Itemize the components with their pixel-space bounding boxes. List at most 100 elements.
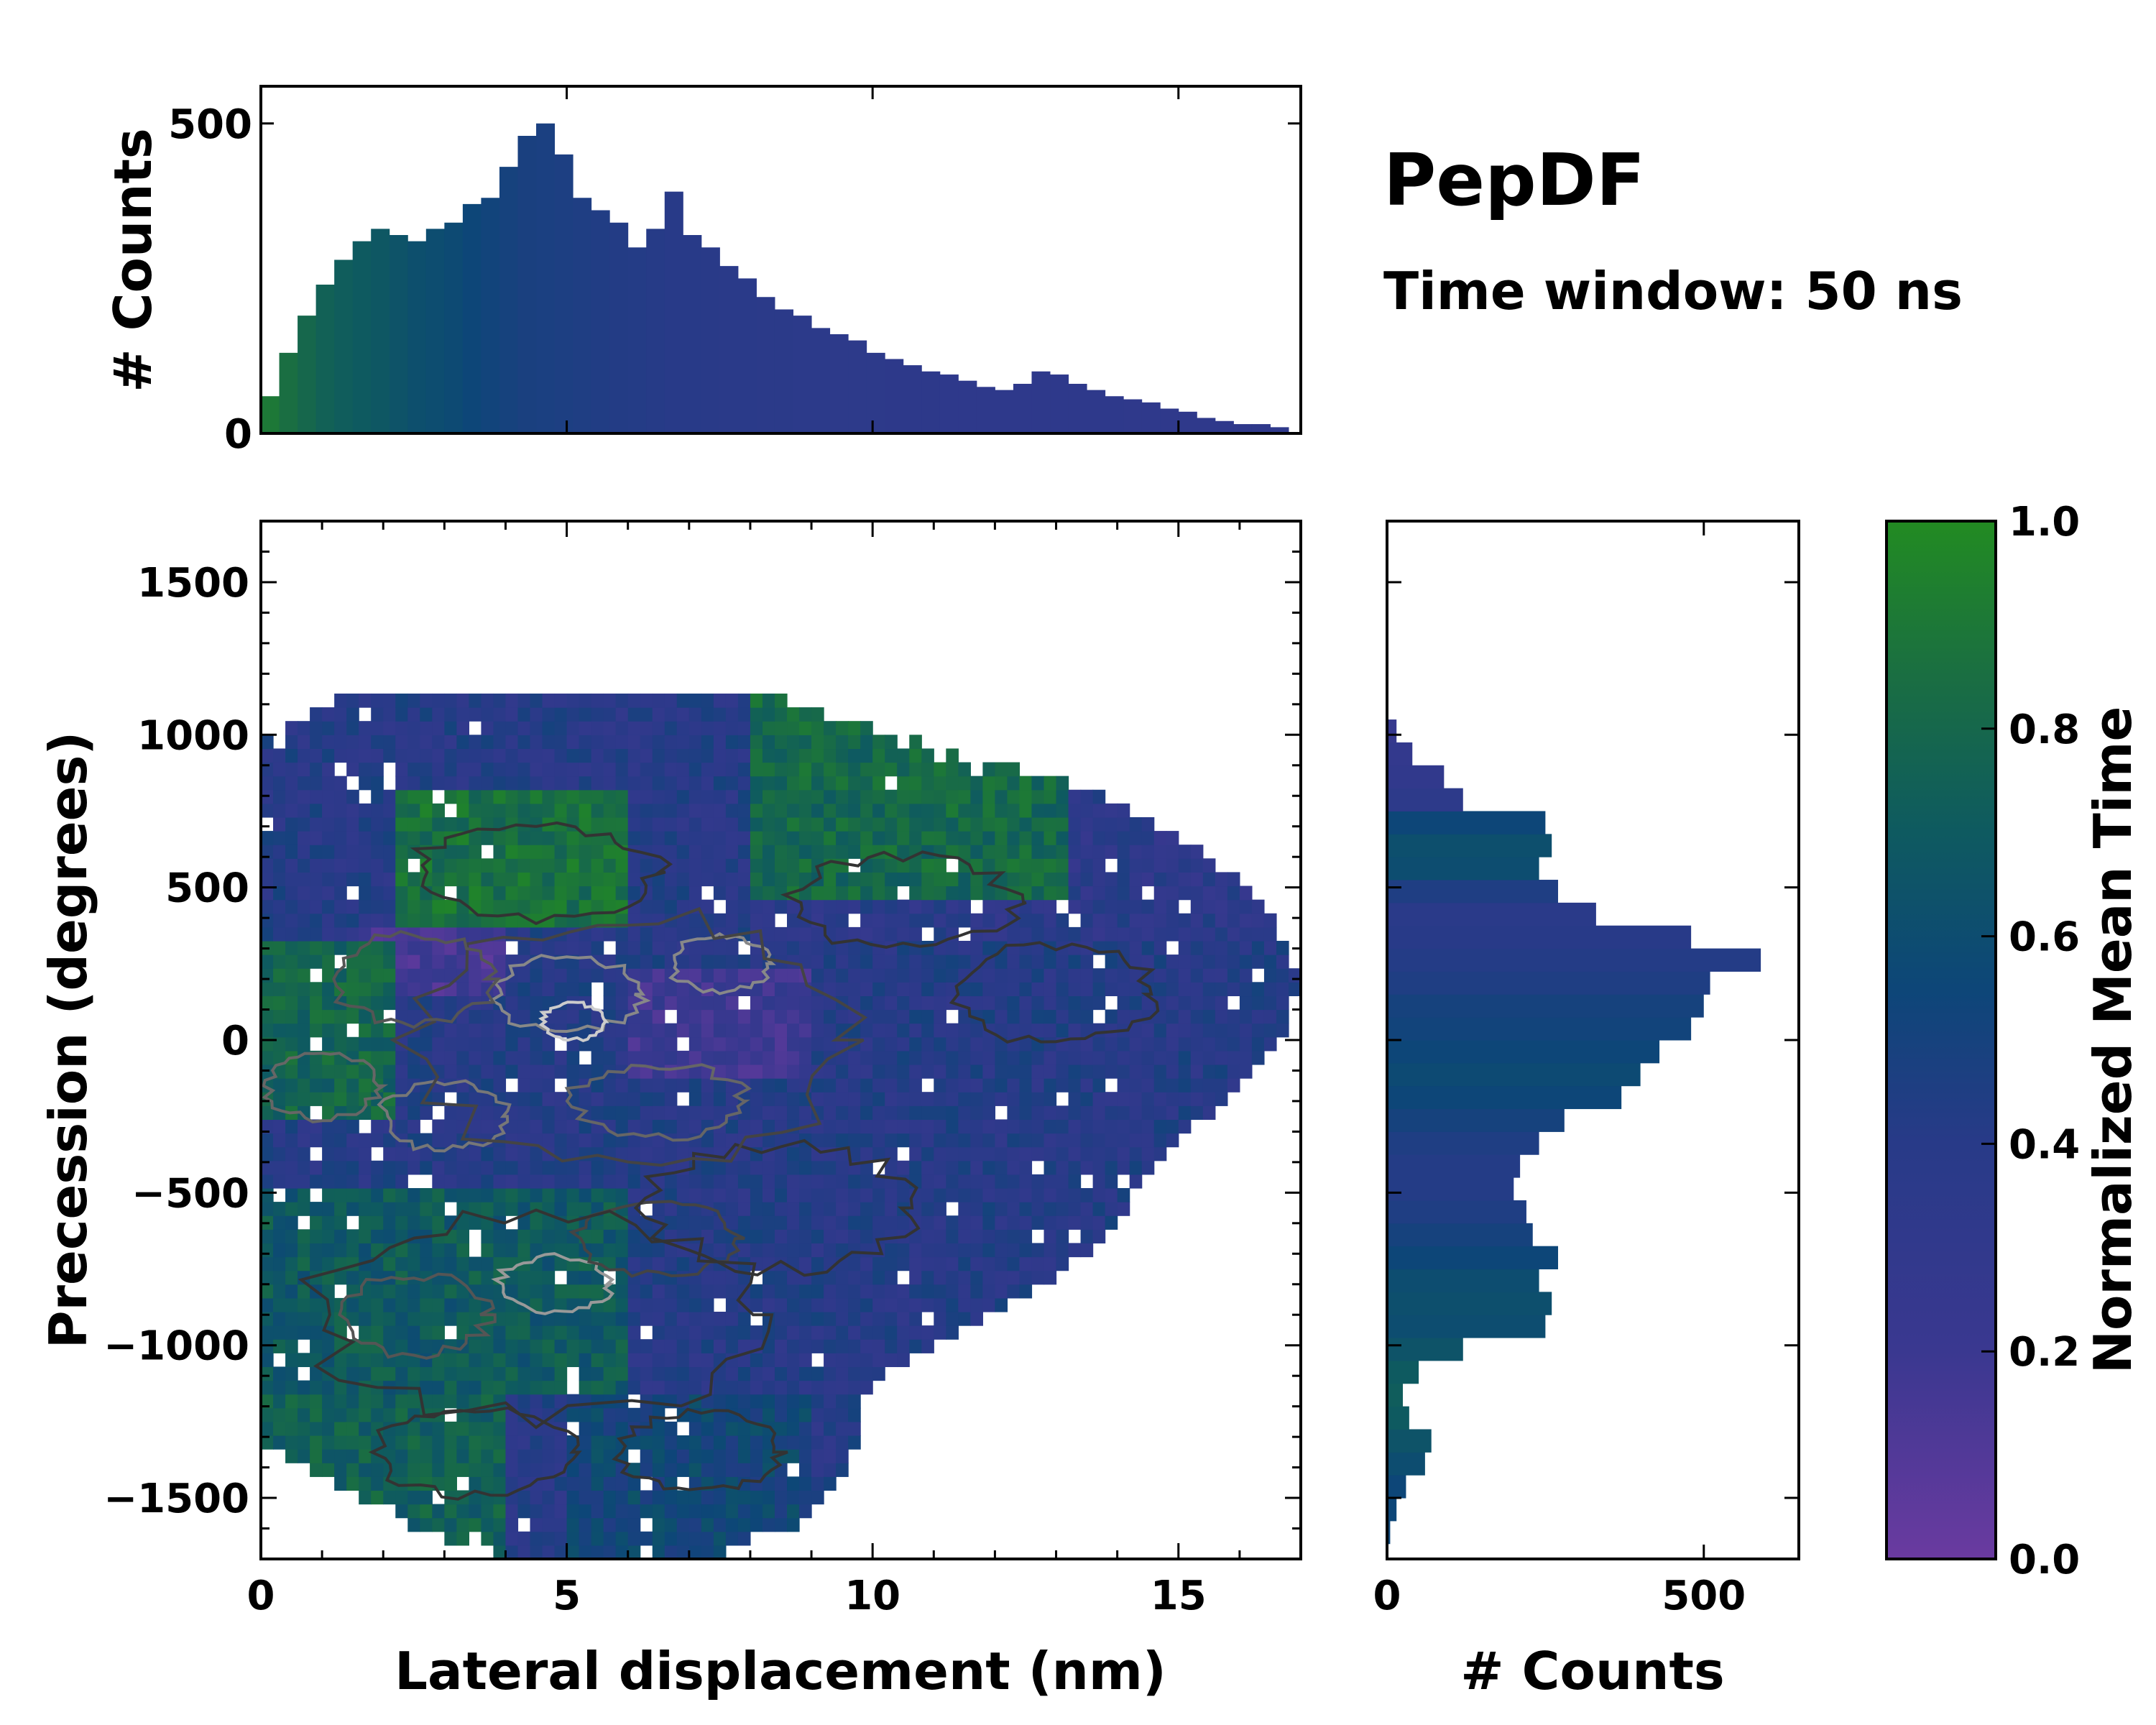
contour-line bbox=[538, 1000, 609, 1043]
heatmap-cell bbox=[1092, 845, 1106, 859]
heatmap-cell bbox=[285, 913, 298, 928]
heatmap-cell bbox=[1105, 1187, 1118, 1202]
heatmap-cell bbox=[481, 1092, 494, 1106]
heatmap-cell bbox=[273, 776, 286, 791]
heatmap-cell bbox=[432, 1421, 445, 1436]
heatmap-cell bbox=[713, 1504, 727, 1519]
heatmap-cell bbox=[934, 1023, 946, 1038]
heatmap-cell bbox=[542, 1407, 556, 1422]
heatmap-cell bbox=[444, 1380, 457, 1395]
heatmap-cell bbox=[285, 858, 298, 873]
heatmap-cell bbox=[420, 762, 433, 777]
heatmap-cell bbox=[762, 1504, 775, 1519]
heatmap-cell bbox=[395, 1202, 408, 1216]
heatmap-cell bbox=[456, 1229, 469, 1244]
heatmap-cell bbox=[530, 1105, 543, 1121]
heatmap-cell bbox=[713, 1174, 727, 1189]
heatmap-cell bbox=[750, 707, 763, 722]
heatmap-cell bbox=[627, 735, 641, 750]
heatmap-cell bbox=[799, 1490, 812, 1505]
heatmap-cell bbox=[554, 1366, 568, 1381]
heatmap-cell bbox=[946, 803, 959, 818]
heatmap-cell bbox=[713, 1009, 727, 1024]
heatmap-cell bbox=[811, 1050, 824, 1065]
heatmap-cell bbox=[579, 1284, 592, 1299]
heatmap-cell bbox=[713, 721, 727, 735]
heatmap-cell bbox=[640, 721, 653, 735]
heatmap-cell bbox=[542, 1325, 556, 1340]
heatmap-cell bbox=[897, 1078, 910, 1092]
top-hist-bar bbox=[848, 340, 867, 433]
heatmap-cell bbox=[420, 789, 433, 804]
heatmap-cell bbox=[334, 1243, 347, 1258]
heatmap-cell bbox=[456, 1297, 469, 1312]
heatmap-cell bbox=[799, 1064, 812, 1079]
heatmap-cell bbox=[725, 1449, 739, 1463]
heatmap-cell bbox=[481, 940, 494, 955]
heatmap-cell bbox=[603, 1187, 617, 1202]
right-hist-bar bbox=[1387, 1315, 1546, 1338]
heatmap-cell bbox=[285, 816, 298, 832]
heatmap-cell bbox=[1202, 872, 1216, 887]
heatmap-cell bbox=[493, 1476, 507, 1491]
heatmap-cell bbox=[383, 1449, 396, 1463]
heatmap-cell bbox=[383, 1407, 396, 1422]
heatmap-cell bbox=[824, 1023, 837, 1038]
heatmap-cell bbox=[676, 968, 690, 983]
heatmap-cell bbox=[664, 1187, 678, 1202]
heatmap-cell bbox=[652, 1092, 665, 1106]
heatmap-cell bbox=[420, 1311, 433, 1326]
heatmap-cell bbox=[762, 858, 775, 873]
heatmap-cell bbox=[836, 1243, 849, 1258]
heatmap-cell bbox=[909, 748, 922, 763]
heatmap-cell bbox=[836, 1353, 849, 1368]
heatmap-cell bbox=[688, 1023, 702, 1038]
heatmap-cell bbox=[603, 789, 617, 804]
heatmap-cell bbox=[481, 762, 494, 777]
main-ytick-label: 0 bbox=[221, 1018, 249, 1064]
heatmap-cell bbox=[1044, 886, 1057, 901]
heatmap-cell bbox=[469, 1504, 482, 1519]
heatmap-cell bbox=[836, 926, 849, 942]
heatmap-cell bbox=[505, 1325, 519, 1340]
heatmap-cell bbox=[652, 1353, 665, 1368]
heatmap-cell bbox=[298, 1407, 310, 1422]
heatmap-cell bbox=[591, 1325, 604, 1340]
heatmap-cell bbox=[1117, 1064, 1130, 1079]
heatmap-cell bbox=[310, 899, 323, 914]
heatmap-cell bbox=[1239, 899, 1253, 914]
top-hist-bar bbox=[462, 203, 482, 433]
heatmap-cell bbox=[995, 845, 1008, 859]
heatmap-cell bbox=[530, 926, 543, 942]
heatmap-cell bbox=[395, 1215, 408, 1230]
heatmap-cell bbox=[481, 748, 494, 763]
heatmap-cell bbox=[469, 1256, 482, 1271]
heatmap-cell bbox=[1007, 954, 1021, 969]
heatmap-cell bbox=[334, 1380, 347, 1395]
heatmap-cell bbox=[383, 1050, 396, 1065]
heatmap-cell bbox=[787, 816, 800, 832]
heatmap-cell bbox=[1178, 1009, 1192, 1024]
heatmap-cell bbox=[493, 1449, 507, 1463]
heatmap-cell bbox=[530, 1229, 543, 1244]
heatmap-cell bbox=[310, 748, 323, 763]
heatmap-cell bbox=[603, 872, 617, 887]
heatmap-cell bbox=[921, 1023, 934, 1038]
heatmap-cell bbox=[725, 1297, 739, 1312]
right-hist-bar bbox=[1387, 1223, 1533, 1247]
heatmap-cell bbox=[1031, 1009, 1045, 1024]
heatmap-cell bbox=[505, 707, 519, 722]
heatmap-cell bbox=[799, 1449, 812, 1463]
heatmap-cell bbox=[298, 940, 310, 955]
heatmap-cell bbox=[542, 1064, 556, 1079]
heatmap-cell bbox=[322, 872, 335, 887]
heatmap-cell bbox=[713, 1105, 727, 1121]
heatmap-cell bbox=[787, 1092, 800, 1106]
heatmap-cell bbox=[811, 789, 824, 804]
heatmap-cell bbox=[273, 1284, 286, 1299]
heatmap-cell bbox=[395, 1407, 408, 1422]
heatmap-cell bbox=[836, 721, 849, 735]
heatmap-cell bbox=[530, 1187, 543, 1202]
heatmap-cell bbox=[542, 1311, 556, 1326]
heatmap-cell bbox=[273, 1009, 286, 1024]
